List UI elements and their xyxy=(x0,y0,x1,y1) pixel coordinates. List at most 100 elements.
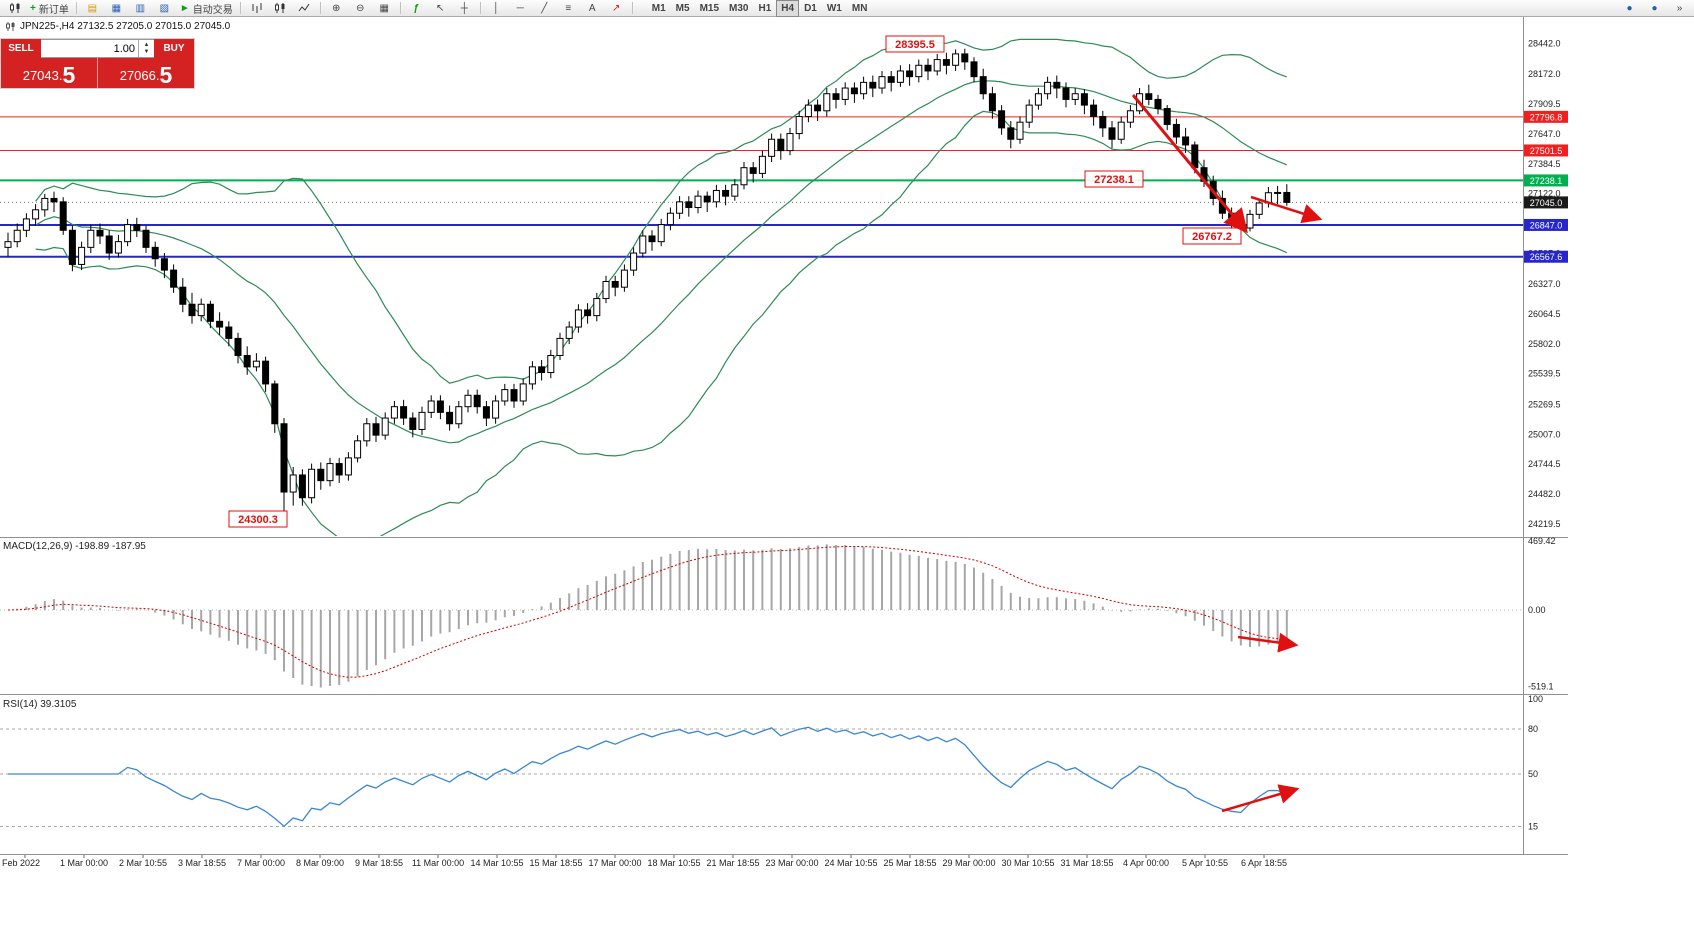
vertical-line-button[interactable]: │ xyxy=(493,2,500,14)
volume-spinner-icons[interactable]: ▲ ▼ xyxy=(138,40,154,57)
time-label: 21 Mar 18:55 xyxy=(706,858,759,868)
candle-body xyxy=(685,201,693,209)
candle-body xyxy=(344,457,352,476)
tile-windows-button[interactable]: ▦ xyxy=(379,2,389,14)
period-button-m15[interactable]: M15 xyxy=(699,2,720,14)
candle-body xyxy=(970,61,978,78)
bar-chart-button[interactable] xyxy=(245,0,268,17)
sell-button[interactable]: SELL xyxy=(1,39,41,58)
window-icon[interactable]: ● xyxy=(1626,2,1633,14)
candle-body xyxy=(1163,108,1171,125)
trend-arrow[interactable] xyxy=(1237,632,1299,653)
arrow-object-button[interactable]: ↗ xyxy=(612,2,621,14)
period-button-h4[interactable]: H4 xyxy=(776,0,800,17)
buy-price-main: 27066. xyxy=(119,68,160,83)
spinner-up-icon[interactable]: ▲ xyxy=(143,41,150,48)
price-tick: 28172.0 xyxy=(1528,69,1561,79)
candle-body xyxy=(749,167,757,174)
volume-stepper[interactable]: 1.00 ▲ ▼ xyxy=(41,39,154,58)
candle-body xyxy=(216,320,224,328)
time-label: 29 Mar 00:00 xyxy=(942,858,995,868)
macd-axis-label: 0.00 xyxy=(1528,605,1546,615)
candle-body xyxy=(878,76,886,89)
annotation-text[interactable]: 28395.5 xyxy=(895,39,935,51)
horizontal-line-button[interactable]: ─ xyxy=(516,2,524,14)
candle-body xyxy=(446,411,454,425)
annotation-text[interactable]: 26767.2 xyxy=(1192,231,1232,243)
spinner-down-icon[interactable]: ▼ xyxy=(143,48,150,55)
candle-body xyxy=(795,115,803,135)
period-button-w1[interactable]: W1 xyxy=(826,2,842,14)
line-chart-button[interactable] xyxy=(293,0,316,17)
buy-button[interactable]: BUY xyxy=(154,39,194,58)
zoom-in-button[interactable]: ⊕ xyxy=(332,2,341,14)
volume-value[interactable]: 1.00 xyxy=(113,42,135,55)
navigator-button[interactable]: ▥ xyxy=(135,2,146,14)
terminal-button[interactable]: ▧ xyxy=(159,2,170,14)
price-tick: 28442.0 xyxy=(1528,38,1561,48)
toolbar-overflow-button[interactable]: » xyxy=(1676,2,1683,14)
annotation-box[interactable] xyxy=(885,35,945,53)
period-button-m5[interactable]: M5 xyxy=(675,2,690,14)
profiles-button[interactable]: ▤ xyxy=(87,2,98,14)
crosshair-button[interactable]: ┼ xyxy=(460,2,468,14)
bar-chart-icon xyxy=(252,3,262,13)
trend-arrow[interactable] xyxy=(1250,195,1323,224)
rsi-axis-label: 100 xyxy=(1528,694,1543,704)
period-button-h1[interactable]: H1 xyxy=(758,2,772,14)
candle-body xyxy=(68,229,76,265)
annotation-box[interactable] xyxy=(1084,170,1144,188)
candle-body xyxy=(381,417,389,436)
candlestick-chart-button[interactable] xyxy=(269,0,292,17)
candle-body xyxy=(133,224,141,231)
candle-body xyxy=(611,281,619,288)
window-icon-2[interactable]: ● xyxy=(1651,2,1658,14)
candle-body xyxy=(639,235,647,254)
text-label-button[interactable]: A xyxy=(588,2,596,14)
time-label: 15 Mar 18:55 xyxy=(529,858,582,868)
candle-body xyxy=(179,286,187,305)
cursor-button[interactable]: ↖ xyxy=(436,2,445,14)
candle-body xyxy=(841,87,849,100)
candle-body xyxy=(584,309,592,317)
candle-body xyxy=(87,229,95,248)
zoom-out-button[interactable]: ⊖ xyxy=(356,2,365,14)
sell-price-button[interactable]: 27043. 5 xyxy=(1,58,97,88)
chart-background xyxy=(0,17,1694,944)
autotrading-button[interactable]: ► 自动交易 xyxy=(177,0,236,17)
candle-body xyxy=(1182,136,1190,146)
candle-body xyxy=(1062,87,1070,100)
fibonacci-button[interactable]: ≡ xyxy=(565,2,572,14)
buy-price-button[interactable]: 27066. 5 xyxy=(97,58,194,88)
new-chart-button[interactable] xyxy=(3,0,26,17)
trend-arrow[interactable] xyxy=(1221,784,1300,813)
candle-body xyxy=(151,246,159,260)
annotation-text[interactable]: 27238.1 xyxy=(1094,174,1134,186)
new-order-button[interactable]: + 新订单 xyxy=(27,0,72,17)
annotation-box[interactable] xyxy=(228,510,288,528)
time-label: 23 Mar 00:00 xyxy=(765,858,818,868)
toolbar-right-group: ● ● » xyxy=(1618,0,1691,17)
sell-price-big-digit: 5 xyxy=(62,62,76,88)
market-watch-button[interactable]: ▦ xyxy=(111,2,122,14)
period-button-m30[interactable]: M30 xyxy=(729,2,749,14)
candle-body xyxy=(998,110,1006,129)
candle-body xyxy=(32,209,40,220)
candle-body xyxy=(924,64,932,72)
price-tick: 27647.0 xyxy=(1528,129,1561,139)
candle-body xyxy=(280,423,288,493)
price-tag-label: 27796.8 xyxy=(1530,112,1563,122)
time-label: 5 Apr 10:55 xyxy=(1182,858,1228,868)
annotation-text[interactable]: 24300.3 xyxy=(238,514,278,526)
indicators-button[interactable]: ƒ xyxy=(413,2,420,14)
price-tag xyxy=(1524,196,1568,209)
candle-body xyxy=(1246,213,1254,229)
trendline-button[interactable]: ╱ xyxy=(541,2,548,14)
candle-body xyxy=(832,93,840,100)
period-button-d1[interactable]: D1 xyxy=(804,2,817,14)
trend-arrow[interactable] xyxy=(1131,94,1248,234)
rsi-axis-label: 15 xyxy=(1528,822,1538,832)
candlestick-icon xyxy=(275,3,285,13)
period-button-mn[interactable]: MN xyxy=(851,2,868,14)
period-button-m1[interactable]: M1 xyxy=(651,2,666,14)
